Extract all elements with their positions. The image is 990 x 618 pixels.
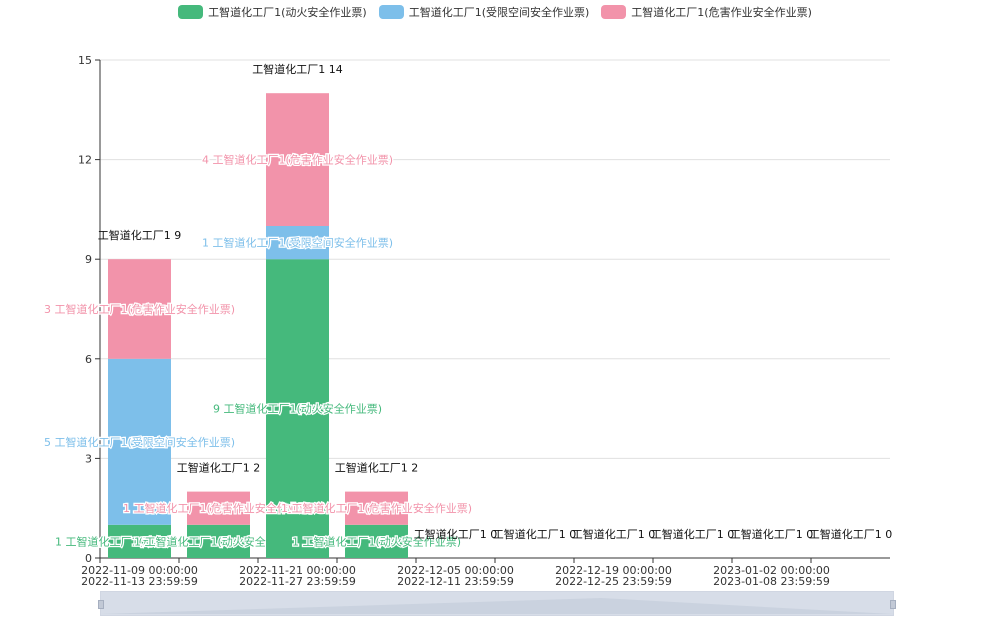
x-tick-label: 2022-11-21 00:00:00 <box>239 564 356 577</box>
legend-item-hot-work[interactable]: 工智道化工厂1(动火安全作业票) <box>178 4 367 20</box>
x-tick-label: 2022-12-05 00:00:00 <box>397 564 514 577</box>
legend-swatch <box>378 5 404 19</box>
bar-segment[interactable] <box>266 93 329 226</box>
bar-segment[interactable] <box>266 259 329 558</box>
x-tick-label: 2023-01-02 00:00:00 <box>713 564 830 577</box>
bar-segment[interactable] <box>345 491 408 525</box>
legend-swatch <box>178 5 204 19</box>
total-label: 工智道化工厂1 14 <box>252 62 343 76</box>
legend-label: 工智道化工厂1(危害作业安全作业票) <box>631 6 812 19</box>
zoom-preview <box>101 598 893 614</box>
total-label: 工智道化工厂1 0 <box>572 527 656 541</box>
x-tick-label: 2023-01-08 23:59:59 <box>713 575 830 588</box>
data-label: 1 工智道化工厂1(危害作业安全作业票) <box>281 501 472 515</box>
data-zoom-slider[interactable] <box>98 591 896 616</box>
total-label: 工智道化工厂1 9 <box>98 228 182 242</box>
bar-segment[interactable] <box>266 226 329 260</box>
zoom-handle-left[interactable] <box>98 600 104 609</box>
data-label: 3 工智道化工厂1(危害作业安全作业票) <box>44 302 235 316</box>
x-tick-label: 2022-11-13 23:59:59 <box>81 575 198 588</box>
bar-segment[interactable] <box>187 524 250 558</box>
x-tick-label: 2022-12-25 23:59:59 <box>555 575 672 588</box>
legend-label: 工智道化工厂1(动火安全作业票) <box>208 6 367 19</box>
data-label: 1 工智道化工厂1(危害作业安全作业票) <box>123 501 314 515</box>
y-tick-label: 6 <box>85 353 92 366</box>
bar-segment[interactable] <box>108 259 171 359</box>
x-tick-label: 2022-11-27 23:59:59 <box>239 575 356 588</box>
total-label: 工智道化工厂1 2 <box>177 461 261 475</box>
y-tick-label: 9 <box>85 253 92 266</box>
y-tick-label: 3 <box>85 452 92 465</box>
chart-legend: 工智道化工厂1(动火安全作业票) 工智道化工厂1(受限空间安全作业票) 工智道化… <box>0 4 990 20</box>
x-tick-label: 2022-12-11 23:59:59 <box>397 575 514 588</box>
total-label: 工智道化工厂1 2 <box>335 461 419 475</box>
y-tick-label: 15 <box>78 54 92 67</box>
bar-segment[interactable] <box>108 358 171 525</box>
bar-segment[interactable] <box>187 491 250 525</box>
data-label: 5 工智道化工厂1(受限空间安全作业票) <box>44 435 235 449</box>
total-label: 工智道化工厂1 0 <box>414 527 498 541</box>
legend-item-confined-space[interactable]: 工智道化工厂1(受限空间安全作业票) <box>378 4 590 20</box>
legend-swatch <box>601 5 627 19</box>
y-tick-label: 12 <box>78 154 92 167</box>
x-tick-label: 2022-11-09 00:00:00 <box>81 564 198 577</box>
y-tick-label: 0 <box>85 552 92 565</box>
data-label: 1 工智道化工厂1(动火安全作业票) <box>292 534 461 548</box>
data-label: 1 工智道化工厂1(受限空间安全作业票) <box>202 236 393 250</box>
zoom-handle-right[interactable] <box>890 600 896 609</box>
total-label: 工智道化工厂1 0 <box>493 527 577 541</box>
total-label: 工智道化工厂1 0 <box>651 527 735 541</box>
legend-label: 工智道化工厂1(受限空间安全作业票) <box>408 6 590 19</box>
x-tick-label: 2022-12-19 00:00:00 <box>555 564 672 577</box>
data-label: 4 工智道化工厂1(危害作业安全作业票) <box>202 153 393 167</box>
legend-item-hazardous-work[interactable]: 工智道化工厂1(危害作业安全作业票) <box>601 4 812 20</box>
bar-segment[interactable] <box>345 524 408 558</box>
data-label: 1 工智道化工厂1(动火安全作业票) <box>55 534 224 548</box>
bar-segment[interactable] <box>108 524 171 558</box>
total-label: 工智道化工厂1 0 <box>730 527 814 541</box>
total-label: 工智道化工厂1 0 <box>809 527 893 541</box>
data-label: 1 工智道化工厂1(动火安全作业票) <box>134 534 303 548</box>
data-label: 9 工智道化工厂1(动火安全作业票) <box>213 402 382 416</box>
